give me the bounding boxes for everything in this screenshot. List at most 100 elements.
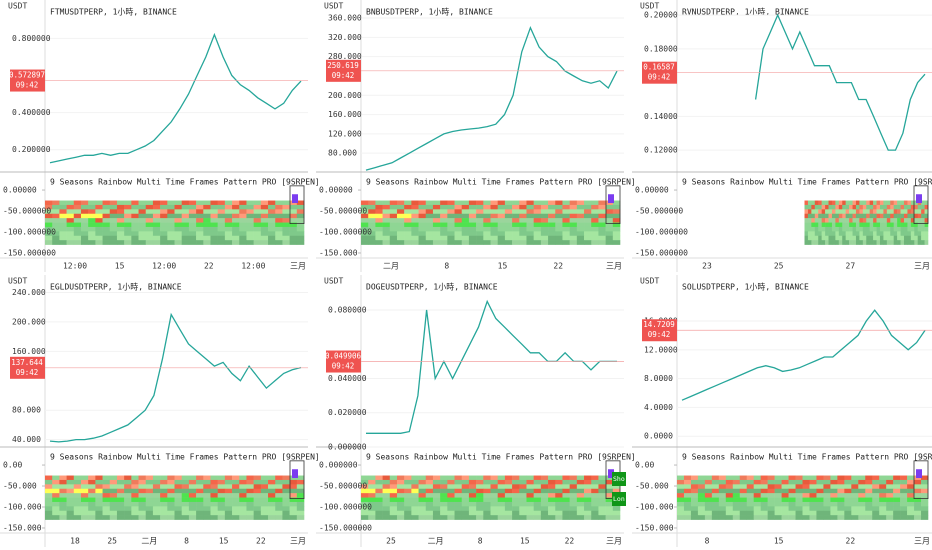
heat-cell: [584, 213, 592, 219]
last-price-label: 0.572897: [9, 71, 45, 80]
heat-cell: [490, 484, 498, 490]
heat-cell: [921, 515, 929, 520]
heat-cell: [196, 497, 204, 503]
heat-cell: [917, 231, 922, 237]
heat-cell: [210, 515, 218, 520]
heat-cell: [476, 204, 484, 210]
heat-cell: [852, 204, 857, 210]
heat-cell: [375, 200, 383, 206]
heat-cell: [59, 235, 67, 241]
heat-cell: [725, 475, 734, 481]
heat-cell: [842, 235, 846, 241]
heat-cell: [418, 515, 427, 520]
heat-cell: [605, 209, 614, 215]
heat-cell: [181, 204, 190, 210]
heat-cell: [102, 479, 111, 485]
heat-cell: [807, 235, 812, 241]
heat-cell: [562, 515, 570, 520]
heat-cell: [548, 479, 556, 485]
heat-cell: [382, 218, 391, 223]
heat-cell: [774, 497, 782, 503]
heat-cell: [476, 479, 484, 485]
heat-cell: [468, 213, 477, 219]
heat-cell: [849, 235, 853, 241]
heat-cell: [145, 213, 154, 219]
heat-cell: [855, 218, 860, 223]
heat-cell: [907, 226, 912, 232]
heat-cell: [858, 479, 866, 485]
heat-cell: [454, 204, 463, 210]
heat-cell: [873, 209, 877, 215]
heat-cell: [859, 204, 864, 210]
heat-cell: [45, 497, 53, 503]
heat-cell: [52, 213, 60, 219]
heat-cell: [109, 200, 118, 206]
heat-cell: [483, 501, 491, 507]
heat-cell: [490, 506, 498, 512]
last-price-label: 137.644: [11, 358, 43, 367]
heat-cell: [296, 235, 305, 241]
heat-cell: [526, 479, 534, 485]
heat-cell: [883, 213, 888, 219]
heat-cell: [725, 506, 734, 512]
heat-cell: [584, 501, 592, 507]
heat-cell: [411, 213, 419, 219]
heat-cell: [102, 501, 111, 507]
heat-cell: [476, 501, 484, 507]
heat-cell: [879, 231, 884, 237]
heat-cell: [102, 510, 111, 516]
heat-cell: [823, 497, 831, 503]
heat-cell: [138, 213, 147, 219]
heat-cell: [174, 493, 182, 498]
heat-cell: [605, 484, 614, 490]
heat-cell: [418, 218, 427, 223]
heat-cell: [886, 510, 894, 516]
heat-cell: [411, 497, 419, 503]
heat-cell: [282, 218, 290, 223]
y-tick-label: 40.000: [12, 435, 41, 444]
heat-cell: [605, 213, 614, 219]
price-line: [754, 13, 926, 151]
heat-cell: [224, 226, 233, 232]
heat-cell: [282, 484, 290, 490]
heat-cell: [893, 515, 901, 520]
heat-cell: [883, 231, 888, 237]
heat-cell: [95, 484, 103, 490]
heat-cell: [131, 497, 139, 503]
heat-cell: [795, 501, 803, 507]
heat-cell: [174, 209, 182, 215]
heat-cell: [59, 479, 67, 485]
heat-cell: [88, 209, 96, 215]
heat-cell: [368, 501, 376, 507]
heat-cell: [375, 497, 383, 503]
heat-cell: [239, 510, 247, 516]
heat-cell: [818, 209, 822, 215]
heat-cell: [869, 209, 874, 215]
heat-cell: [767, 501, 775, 507]
heat-cell: [116, 475, 125, 481]
last-price-label: 250.619: [327, 61, 359, 70]
heat-cell: [907, 515, 915, 520]
heat-cell: [497, 475, 506, 481]
heat-cell: [907, 497, 915, 503]
heat-cell: [907, 209, 912, 215]
heat-cell: [418, 493, 427, 498]
heat-cell: [795, 506, 803, 512]
heat-cell: [124, 506, 132, 512]
heat-cell: [921, 226, 925, 232]
heat-cell: [124, 235, 132, 241]
heat-cell: [232, 484, 240, 490]
heat-cell: [203, 515, 211, 520]
heat-cell: [921, 484, 929, 490]
heat-cell: [893, 222, 898, 228]
heat-cell: [425, 209, 434, 215]
heat-cell: [275, 479, 283, 485]
heat-cell: [802, 475, 810, 481]
heat-cell: [845, 222, 850, 228]
heat-cell: [95, 200, 103, 206]
heat-cell: [914, 235, 919, 241]
heat-cell: [296, 493, 305, 498]
heat-cell: [612, 240, 621, 245]
heat-cell: [897, 240, 901, 245]
heat-cell: [512, 475, 520, 481]
